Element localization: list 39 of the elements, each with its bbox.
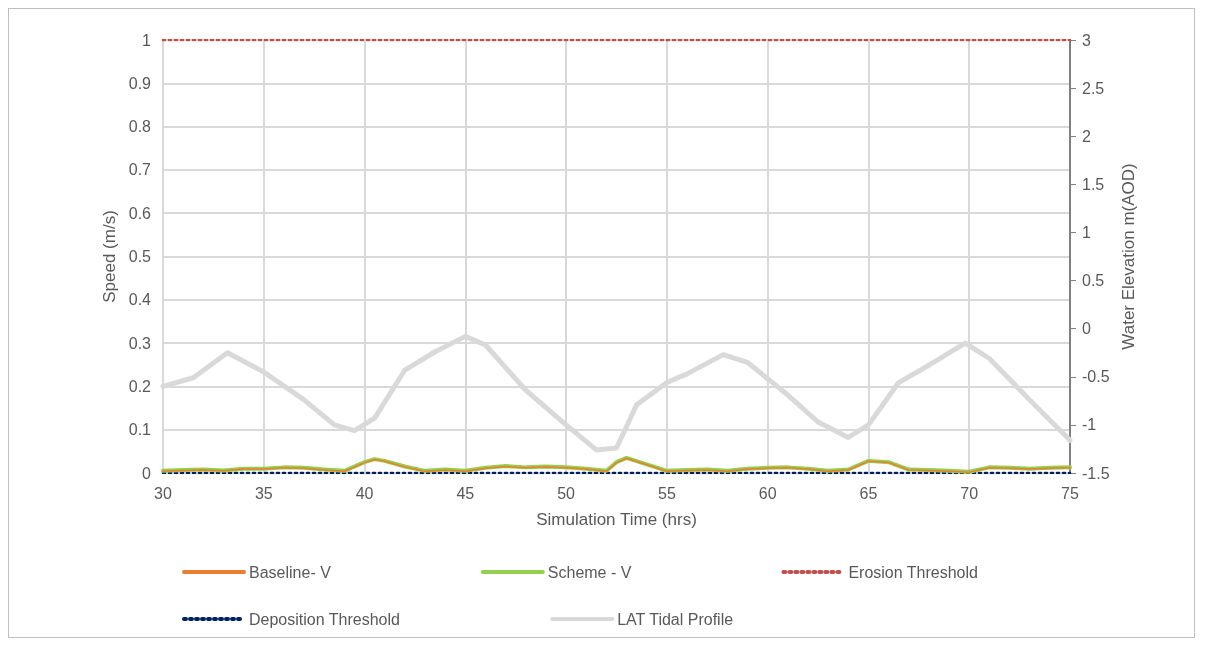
y2-axis-title: Water Elevation m(AOD) (1119, 163, 1139, 350)
x-tick-label: 35 (254, 484, 273, 502)
x-tick-label: 70 (960, 484, 979, 502)
x-axis-title: Simulation Time (hrs) (536, 510, 697, 529)
legend-label: LAT Tidal Profile (617, 610, 734, 628)
y-tick-label: 0.6 (128, 204, 152, 222)
y-tick-label: 0.8 (128, 118, 152, 136)
legend-label: Scheme - V (547, 563, 632, 581)
y-tick-label: 1 (142, 31, 152, 49)
y2-tick-label: 3 (1082, 31, 1091, 49)
x-tick-label: 45 (456, 484, 475, 502)
x-tick-label: 60 (758, 484, 777, 502)
x-tick-label: 30 (154, 484, 172, 502)
y-tick-label: 0.7 (128, 161, 152, 179)
y2-tick-label: -0.5 (1082, 368, 1110, 386)
y2-tick-label: 1 (1082, 223, 1091, 241)
x-tick-label: 65 (859, 484, 878, 502)
x-tick-label: 40 (355, 484, 374, 502)
y2-tick-label: 2.5 (1082, 79, 1105, 97)
y2-tick-label: 0.5 (1082, 272, 1105, 290)
y2-tick-label: 2 (1082, 127, 1091, 145)
legend-label: Erosion Threshold (848, 563, 978, 581)
y2-tick-label: 1.5 (1082, 175, 1105, 193)
y-tick-label: 0.3 (128, 334, 152, 352)
y-tick-label: 0 (142, 464, 152, 482)
y-tick-label: 0.9 (128, 74, 152, 92)
legend-label: Deposition Threshold (249, 610, 400, 628)
y2-tick-label: -1 (1082, 416, 1097, 434)
x-tick-label: 55 (657, 484, 676, 502)
x-tick-label: 75 (1061, 484, 1079, 502)
x-tick-label: 50 (557, 484, 576, 502)
y2-tick-label: -1.5 (1082, 464, 1110, 482)
y-tick-label: 0.1 (128, 421, 152, 439)
y-tick-label: 0.2 (128, 377, 152, 395)
y-tick-label: 0.5 (128, 248, 152, 265)
y-axis-title: Speed (m/s) (99, 210, 119, 303)
y2-tick-label: 0 (1082, 320, 1091, 338)
legend-label: Baseline- V (249, 563, 332, 581)
y-tick-label: 0.4 (128, 291, 152, 309)
